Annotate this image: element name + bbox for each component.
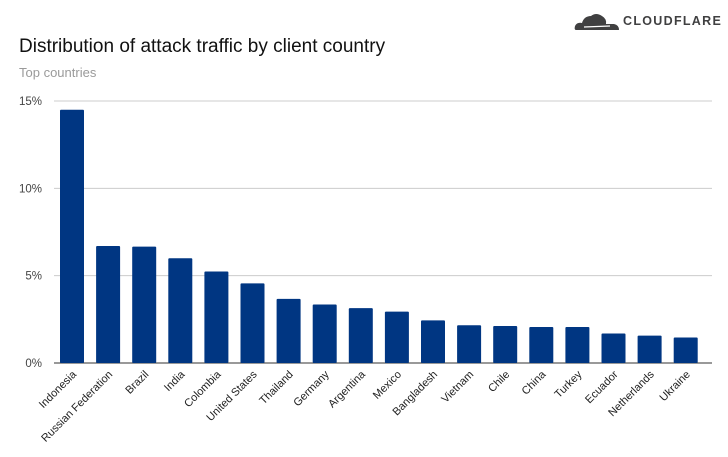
bar-vietnam bbox=[457, 325, 482, 363]
chart-title: Distribution of attack traffic by client… bbox=[19, 36, 386, 57]
x-tick-label: Argentina bbox=[326, 368, 368, 410]
bar-brazil bbox=[132, 246, 157, 363]
x-tick-label: Chile bbox=[486, 369, 512, 395]
y-tick-label: 10% bbox=[19, 183, 42, 195]
y-tick-label: 5% bbox=[25, 271, 42, 283]
x-tick-label: Thailand bbox=[257, 369, 295, 407]
x-tick-label: Turkey bbox=[553, 368, 585, 400]
logo-text: CLOUDFLARE bbox=[623, 14, 723, 28]
x-tick-label: Mexico bbox=[371, 369, 404, 402]
chart-subtitle: Top countries bbox=[19, 65, 97, 80]
x-tick-label: Russian Federation bbox=[39, 369, 115, 445]
y-tick-label: 15% bbox=[19, 96, 42, 108]
bar-united-states bbox=[240, 283, 265, 363]
bar-russian-federation bbox=[96, 245, 121, 363]
bar-germany bbox=[312, 304, 337, 363]
x-tick-label: Ukraine bbox=[658, 369, 693, 404]
bar-netherlands bbox=[637, 335, 662, 363]
bar-argentina bbox=[348, 308, 373, 363]
cloud-icon bbox=[574, 14, 619, 30]
bar-india bbox=[168, 258, 193, 363]
x-tick-label: India bbox=[162, 368, 188, 394]
bar-mexico bbox=[384, 311, 409, 363]
bar-thailand bbox=[276, 298, 301, 363]
x-tick-label: China bbox=[520, 368, 549, 397]
bar-colombia bbox=[204, 271, 229, 363]
bar-bangladesh bbox=[421, 320, 445, 363]
bar-ukraine bbox=[673, 337, 698, 363]
x-tick-label: Brazil bbox=[123, 369, 151, 397]
bar-chile bbox=[493, 325, 518, 363]
cloudflare-logo: CLOUDFLARE bbox=[574, 10, 722, 32]
bar-china bbox=[529, 327, 554, 363]
x-tick-label: Vietnam bbox=[439, 369, 476, 406]
bar-turkey bbox=[565, 327, 590, 363]
bar-indonesia bbox=[60, 109, 84, 363]
bar-ecuador bbox=[601, 333, 626, 363]
y-tick-label: 0% bbox=[25, 358, 42, 370]
